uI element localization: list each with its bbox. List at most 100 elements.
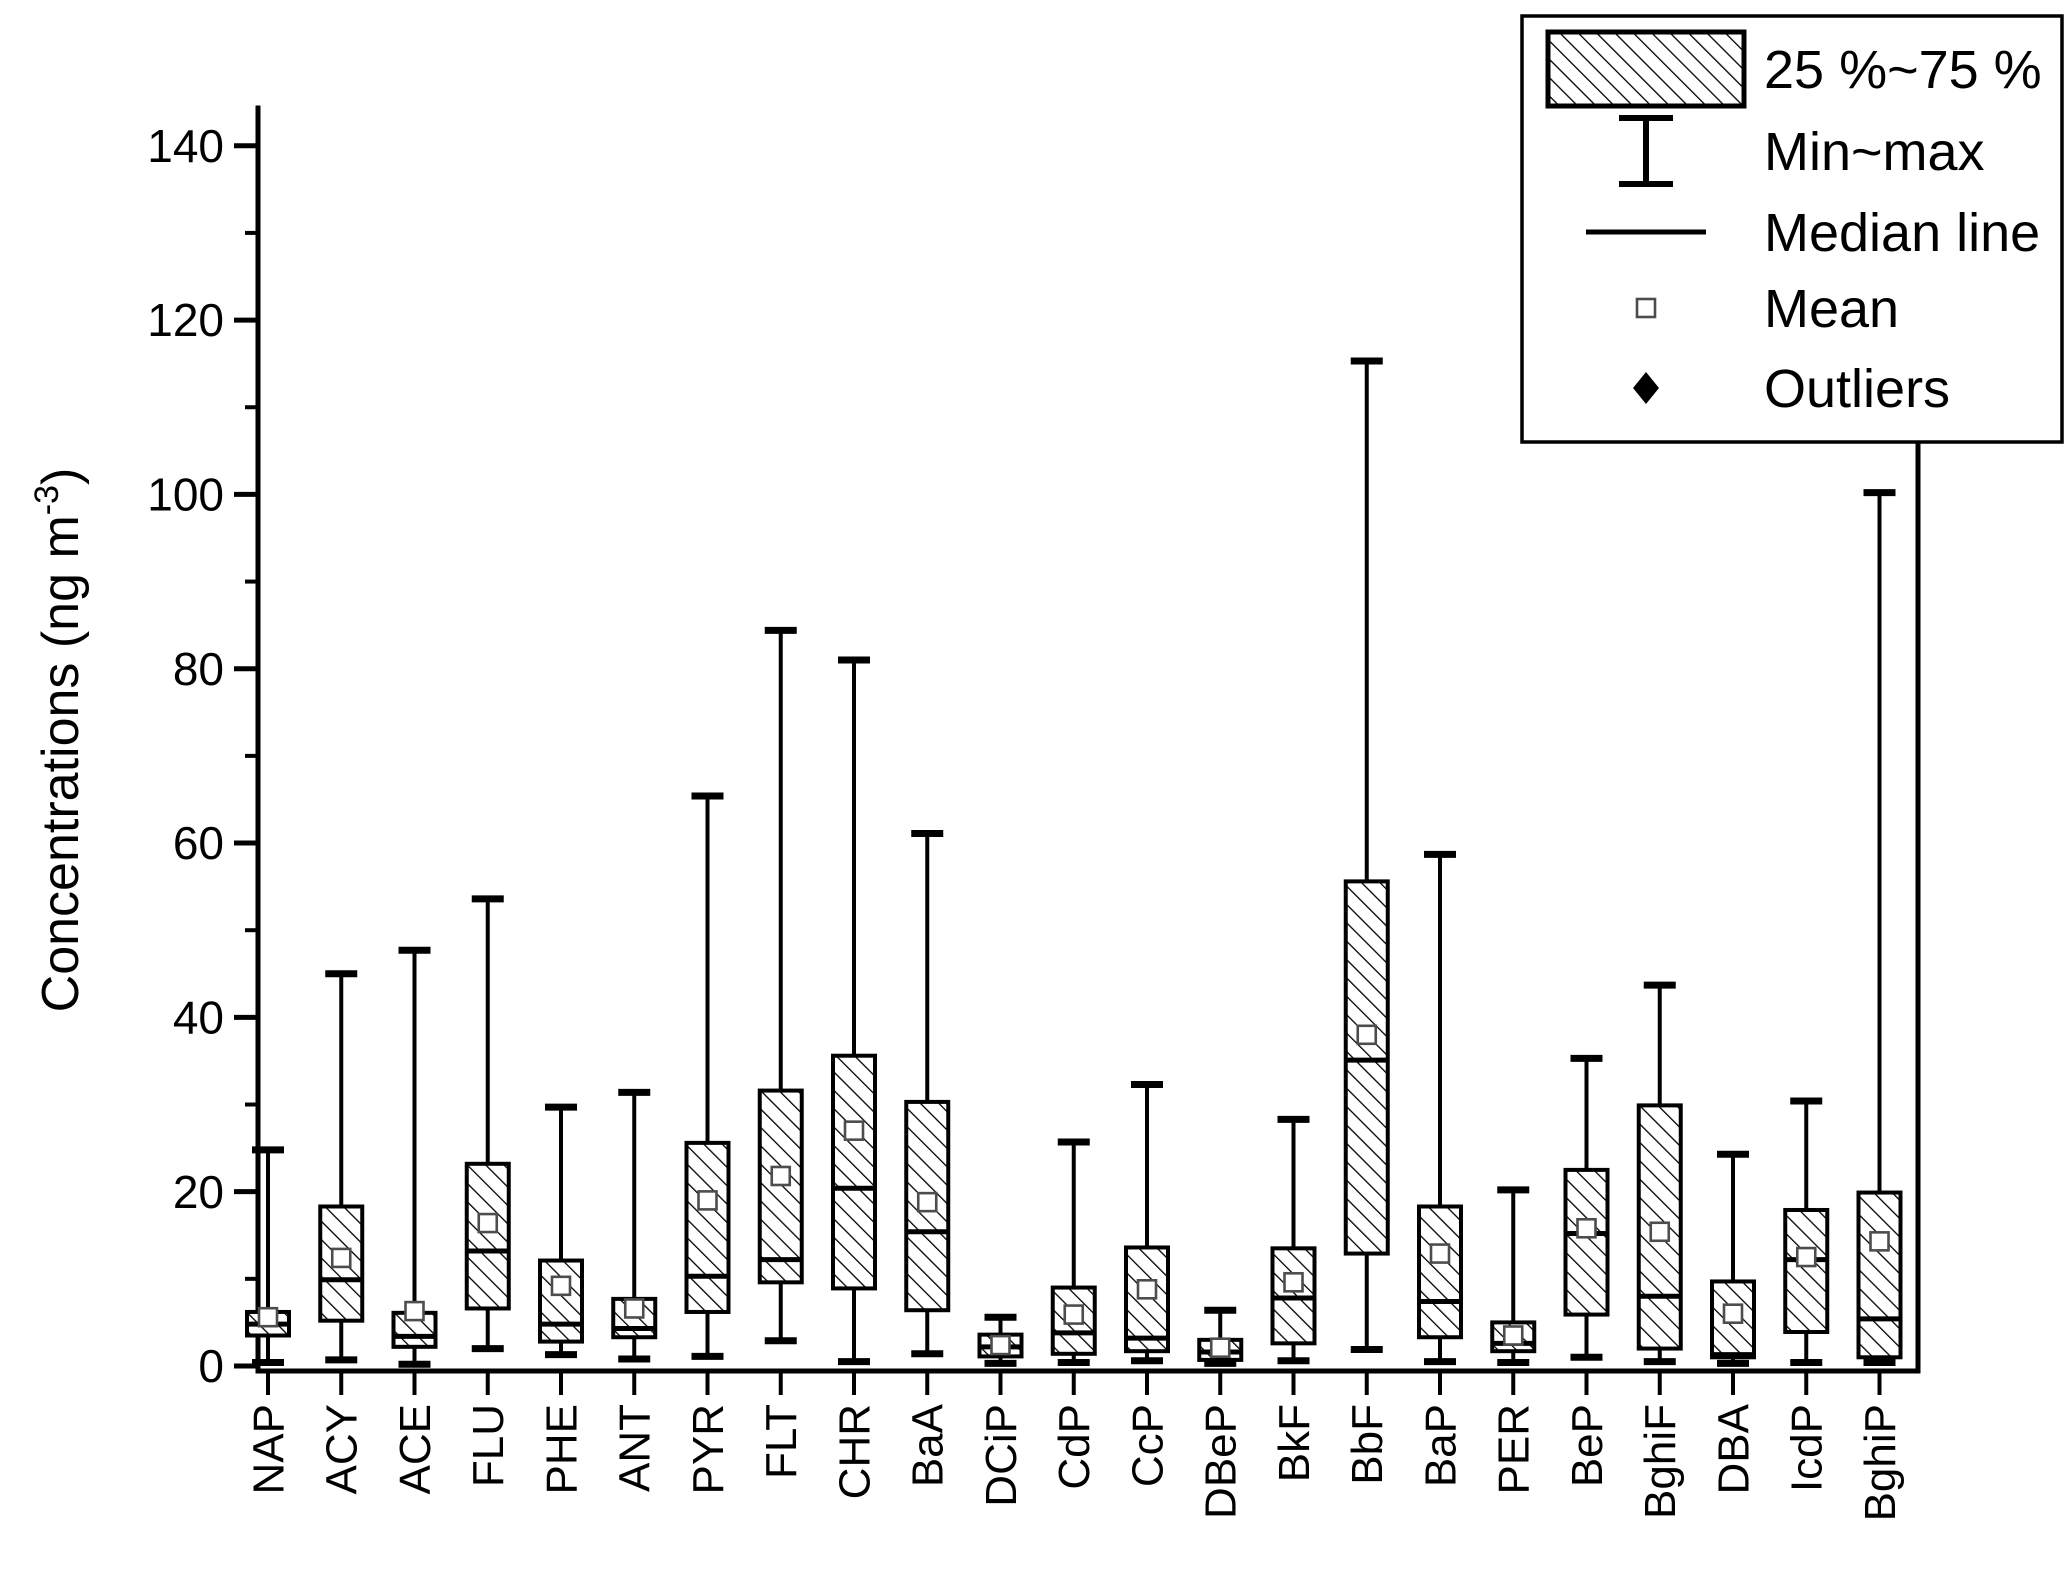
x-tick-label: BbF <box>1343 1404 1392 1485</box>
x-tick-label: DCiP <box>977 1404 1026 1507</box>
y-tick-label: 60 <box>173 817 224 869</box>
y-tick-label: 40 <box>173 991 224 1043</box>
legend-whisker-label: Min~max <box>1764 122 1985 182</box>
x-tick-label: BaP <box>1416 1404 1465 1487</box>
boxplot-BghiF <box>1636 981 1683 1366</box>
y-tick-label: 100 <box>147 469 224 521</box>
x-tick-label: BeP <box>1563 1404 1612 1487</box>
x-tick-label: DBeP <box>1197 1404 1246 1519</box>
iqr-box <box>1856 1190 1903 1360</box>
mean-marker <box>623 1298 645 1319</box>
iqr-box <box>757 1088 804 1285</box>
mean-marker <box>916 1191 938 1213</box>
boxplot-BaP <box>1417 850 1463 1366</box>
mean-marker <box>1502 1325 1524 1346</box>
legend-mean-swatch <box>1635 297 1657 319</box>
y-axis-title: Concentrations (ng m-3) <box>28 468 90 1013</box>
boxplot-CHR <box>831 656 877 1366</box>
x-tick-label: BkF <box>1270 1404 1319 1482</box>
mean-marker <box>1795 1246 1817 1268</box>
y-tick-label: 140 <box>147 120 224 172</box>
x-tick-label: FLU <box>464 1404 513 1487</box>
boxplot-CcP <box>1124 1080 1170 1365</box>
boxplot-ANT <box>611 1088 658 1363</box>
mean-marker <box>1429 1243 1451 1264</box>
mean-marker <box>770 1165 792 1187</box>
x-axis: NAP ACY ACE FLU PHE ANT PYR FLT CHR BaA DCiP CdP CcP… <box>244 1371 1905 1521</box>
iqr-box <box>1417 1204 1463 1340</box>
x-tick-label: CHR <box>830 1404 879 1499</box>
x-tick-label: BghiF <box>1636 1404 1685 1519</box>
mean-marker <box>477 1212 499 1234</box>
x-tick-label: PER <box>1490 1404 1539 1494</box>
mean-marker <box>1063 1304 1085 1325</box>
boxplot-BkF <box>1270 1115 1317 1365</box>
mean-marker <box>1356 1024 1378 1046</box>
legend-box-swatch <box>1545 29 1747 109</box>
x-tick-label: FLT <box>757 1404 806 1479</box>
boxplot-PHE <box>538 1103 584 1359</box>
y-tick-label: 20 <box>173 1166 224 1218</box>
iqr-box <box>1563 1167 1610 1317</box>
legend-outlier-label: Outliers <box>1764 359 1950 419</box>
mean-marker <box>1722 1303 1744 1325</box>
boxplot-DBeP <box>1197 1306 1244 1367</box>
legend-box-label: 25 %~75 % <box>1764 40 2042 100</box>
x-tick-label: IcdP <box>1783 1404 1832 1492</box>
legend-outlier-swatch <box>1633 372 1659 404</box>
mean-marker <box>550 1275 572 1297</box>
boxplot-PER <box>1490 1186 1537 1367</box>
y-tick-label: 0 <box>198 1340 224 1392</box>
x-tick-label: BghiP <box>1856 1404 1905 1521</box>
boxplot-ACE <box>391 946 438 1368</box>
mean-marker <box>404 1300 425 1322</box>
mean-marker <box>990 1334 1011 1356</box>
boxplot-DCiP <box>977 1313 1024 1367</box>
mean-marker <box>257 1306 279 1328</box>
x-tick-label: ACY <box>318 1404 367 1494</box>
mean-marker <box>697 1190 718 1211</box>
iqr-box <box>831 1053 877 1291</box>
boxplot-PYR <box>684 792 731 1360</box>
mean-marker <box>843 1120 865 1141</box>
boxplot-FLU <box>464 895 511 1353</box>
y-axis: 0 20 40 60 80 100 120 140 <box>147 120 258 1392</box>
mean-marker <box>1649 1221 1671 1243</box>
boxplot-NAP <box>245 1146 291 1367</box>
boxplot-CdP <box>1050 1138 1097 1367</box>
mean-marker <box>1136 1278 1158 1300</box>
iqr-box <box>538 1258 584 1344</box>
iqr-box <box>1783 1207 1830 1335</box>
legend: 25 %~75 % Min~max Median line Mean Outliers <box>1520 14 2064 444</box>
boxplot-DBA <box>1710 1150 1756 1367</box>
legend-median-label: Median line <box>1764 203 2040 263</box>
iqr-box <box>464 1161 511 1311</box>
x-tick-label: CdP <box>1050 1404 1099 1490</box>
x-tick-label: PYR <box>684 1404 733 1494</box>
boxplot-BbF <box>1343 357 1390 1353</box>
x-tick-label: CcP <box>1123 1404 1172 1487</box>
legend-whisker-swatch <box>1619 115 1673 187</box>
x-tick-label: DBA <box>1709 1403 1758 1494</box>
mean-marker <box>1283 1272 1304 1293</box>
x-tick-label: ACE <box>391 1404 440 1494</box>
x-tick-label: PHE <box>537 1404 586 1494</box>
boxplot-FLT <box>757 626 804 1345</box>
boxplot-BaA <box>904 829 951 1358</box>
iqr-box <box>684 1140 731 1314</box>
y-tick-label: 120 <box>147 294 224 346</box>
iqr-box <box>1343 879 1390 1256</box>
boxplot-BghiP <box>1856 489 1903 1367</box>
mean-marker <box>1869 1231 1890 1252</box>
boxplot-ACY <box>318 970 365 1364</box>
boxplot-BeP <box>1563 1054 1610 1361</box>
mean-marker <box>1209 1337 1231 1358</box>
x-tick-label: NAP <box>244 1404 293 1494</box>
y-tick-label: 80 <box>173 643 224 695</box>
boxplot-IcdP <box>1783 1097 1830 1367</box>
x-tick-label: BaA <box>904 1403 953 1487</box>
mean-marker <box>1576 1217 1597 1239</box>
x-tick-label: ANT <box>611 1404 660 1492</box>
